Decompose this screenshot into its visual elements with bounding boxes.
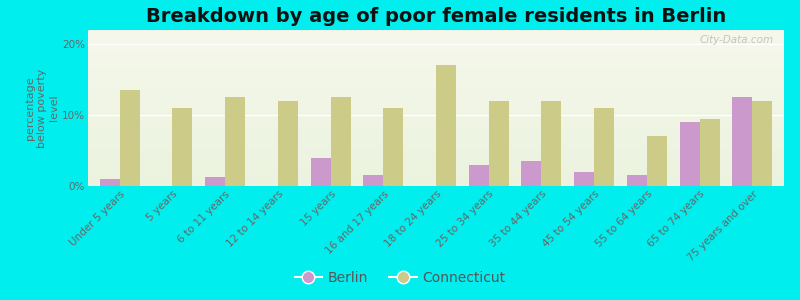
Bar [310,158,330,186]
Bar [82,95,790,99]
Bar [278,101,298,186]
Bar [82,99,790,102]
Bar [82,152,790,155]
Bar [680,122,700,186]
Bar [205,178,225,186]
Bar [700,118,720,186]
Bar [82,33,790,36]
Bar [627,176,647,186]
Bar [82,64,790,68]
Bar [82,92,790,95]
Bar [82,89,790,92]
Bar [82,61,790,64]
Bar [82,80,790,83]
Bar [82,86,790,89]
Legend: Berlin, Connecticut: Berlin, Connecticut [289,265,511,290]
Bar [82,161,790,164]
Bar [82,155,790,158]
Bar [82,58,790,61]
Bar [82,158,790,161]
Bar [82,173,790,177]
Text: City-Data.com: City-Data.com [699,35,774,45]
Bar [330,98,350,186]
Bar [82,177,790,180]
Bar [752,101,773,186]
Title: Breakdown by age of poor female residents in Berlin: Breakdown by age of poor female resident… [146,7,726,26]
Bar [82,74,790,77]
Bar [82,133,790,136]
Bar [82,167,790,170]
Bar [82,43,790,46]
Bar [82,55,790,58]
Bar [594,108,614,186]
Bar [100,179,120,186]
Bar [363,176,383,186]
Bar [383,108,403,186]
Bar [82,121,790,124]
Bar [82,146,790,148]
Bar [436,65,456,186]
Bar [82,117,790,121]
Bar [82,49,790,52]
Bar [82,52,790,55]
Bar [82,102,790,105]
Bar [574,172,594,186]
Bar [469,165,489,186]
Bar [647,136,667,186]
Y-axis label: percentage
below poverty
level: percentage below poverty level [25,68,59,148]
Bar [82,148,790,152]
Bar [732,98,752,186]
Bar [82,39,790,43]
Bar [82,127,790,130]
Bar [522,161,542,186]
Bar [82,124,790,127]
Bar [82,77,790,80]
Bar [82,68,790,70]
Bar [82,164,790,167]
Bar [82,139,790,142]
Bar [82,136,790,139]
Bar [225,98,245,186]
Bar [489,101,509,186]
Bar [82,130,790,133]
Bar [82,30,790,33]
Bar [82,108,790,111]
Bar [82,83,790,86]
Bar [82,114,790,117]
Bar [82,70,790,74]
Bar [82,105,790,108]
Bar [120,90,140,186]
Bar [172,108,193,186]
Bar [542,101,562,186]
Bar [82,183,790,186]
Bar [82,142,790,146]
Bar [82,180,790,183]
Bar [82,46,790,49]
Bar [82,111,790,114]
Bar [82,36,790,39]
Bar [82,170,790,173]
